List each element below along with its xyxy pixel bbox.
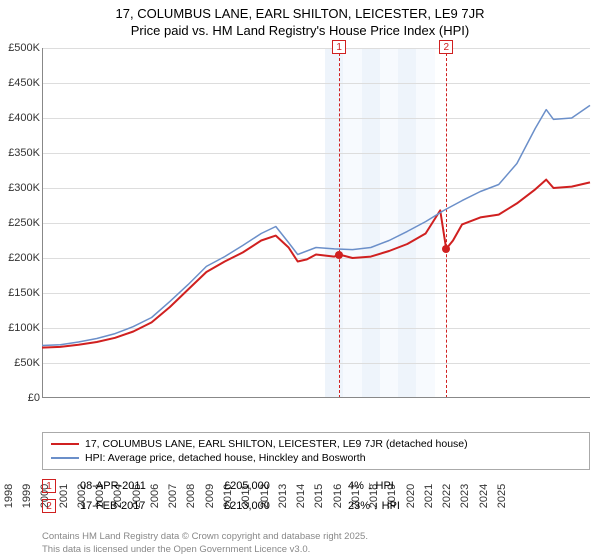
sale-price: £205,000	[224, 480, 324, 492]
y-tick-label: £200K	[0, 252, 40, 264]
legend: 17, COLUMBUS LANE, EARL SHILTON, LEICEST…	[42, 432, 590, 516]
sale-price: £213,000	[224, 500, 324, 512]
sale-date: 17-FEB-2017	[80, 500, 200, 512]
sale-delta: 23% ↓ HPI	[348, 500, 400, 512]
y-tick-label: £350K	[0, 147, 40, 159]
footer-line-1: Contains HM Land Registry data © Crown c…	[42, 531, 368, 543]
sale-marker-dot	[335, 251, 343, 259]
y-tick-label: £400K	[0, 112, 40, 124]
sale-row-marker: 2	[42, 499, 56, 513]
chart-title-block: 17, COLUMBUS LANE, EARL SHILTON, LEICEST…	[0, 0, 600, 40]
y-tick-label: £100K	[0, 322, 40, 334]
y-tick-label: £450K	[0, 77, 40, 89]
y-tick-label: £300K	[0, 182, 40, 194]
sale-marker-dot	[442, 245, 450, 253]
chart-container: 17, COLUMBUS LANE, EARL SHILTON, LEICEST…	[0, 0, 600, 560]
legend-swatch	[51, 457, 79, 459]
legend-row: HPI: Average price, detached house, Hinc…	[51, 451, 581, 465]
legend-label: 17, COLUMBUS LANE, EARL SHILTON, LEICEST…	[85, 438, 468, 450]
legend-series-box: 17, COLUMBUS LANE, EARL SHILTON, LEICEST…	[42, 432, 590, 470]
y-tick-label: £500K	[0, 42, 40, 54]
y-tick-label: £0	[0, 392, 40, 404]
sale-row: 2 17-FEB-2017 £213,000 23% ↓ HPI	[42, 496, 590, 516]
sale-row-marker: 1	[42, 479, 56, 493]
footer-line-2: This data is licensed under the Open Gov…	[42, 544, 368, 556]
sale-date: 08-APR-2011	[80, 480, 200, 492]
title-line-1: 17, COLUMBUS LANE, EARL SHILTON, LEICEST…	[0, 6, 600, 23]
sale-delta: 4% ↓ HPI	[348, 480, 394, 492]
y-tick-label: £150K	[0, 287, 40, 299]
sale-marker-box: 1	[332, 40, 346, 54]
title-line-2: Price paid vs. HM Land Registry's House …	[0, 23, 600, 40]
legend-label: HPI: Average price, detached house, Hinc…	[85, 452, 366, 464]
series-line-hpi	[42, 105, 590, 345]
series-line-property	[42, 180, 590, 348]
attribution-footer: Contains HM Land Registry data © Crown c…	[42, 531, 368, 556]
sale-marker-box: 2	[439, 40, 453, 54]
chart-lines-svg	[42, 48, 590, 398]
y-tick-label: £250K	[0, 217, 40, 229]
legend-swatch	[51, 443, 79, 445]
legend-row: 17, COLUMBUS LANE, EARL SHILTON, LEICEST…	[51, 437, 581, 451]
y-tick-label: £50K	[0, 357, 40, 369]
sales-rows: 1 08-APR-2011 £205,000 4% ↓ HPI 2 17-FEB-2017…	[42, 476, 590, 516]
sale-row: 1 08-APR-2011 £205,000 4% ↓ HPI	[42, 476, 590, 496]
